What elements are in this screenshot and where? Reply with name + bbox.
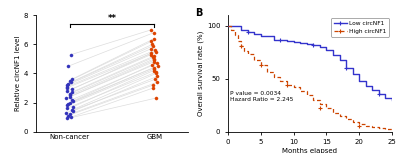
Point bbox=[68, 88, 75, 91]
Point bbox=[66, 93, 73, 95]
Point bbox=[63, 111, 70, 114]
Point bbox=[151, 37, 158, 40]
Text: B: B bbox=[195, 8, 202, 18]
Point bbox=[150, 59, 157, 62]
Point bbox=[153, 71, 160, 73]
Point bbox=[150, 69, 157, 72]
Point bbox=[63, 87, 70, 89]
Point bbox=[149, 63, 155, 66]
Point bbox=[68, 81, 74, 83]
Point bbox=[67, 94, 73, 96]
Point bbox=[154, 62, 160, 64]
Point bbox=[64, 84, 70, 86]
Point bbox=[67, 101, 74, 104]
Point bbox=[64, 85, 70, 88]
Point bbox=[65, 114, 71, 117]
Point bbox=[67, 95, 73, 98]
Point bbox=[154, 81, 161, 83]
Point bbox=[70, 100, 76, 102]
Point bbox=[154, 75, 160, 78]
Point bbox=[65, 82, 72, 85]
Point bbox=[63, 97, 70, 99]
Text: P value = 0.0034
Hazard Ratio = 2.245: P value = 0.0034 Hazard Ratio = 2.245 bbox=[230, 91, 293, 102]
Point bbox=[64, 117, 71, 120]
Point bbox=[65, 103, 72, 105]
Point bbox=[151, 68, 157, 70]
Point bbox=[66, 79, 73, 82]
Point bbox=[64, 107, 70, 110]
Point bbox=[150, 56, 156, 59]
Point bbox=[154, 65, 161, 67]
Point bbox=[150, 45, 156, 47]
Point bbox=[148, 47, 154, 50]
Point bbox=[150, 84, 156, 86]
Point bbox=[152, 50, 159, 53]
Text: **: ** bbox=[108, 14, 116, 23]
Point bbox=[151, 58, 157, 60]
Point bbox=[152, 49, 158, 51]
Point bbox=[148, 29, 154, 31]
Point bbox=[153, 72, 159, 75]
Point bbox=[69, 98, 75, 101]
Point bbox=[150, 61, 157, 63]
Point bbox=[64, 90, 71, 92]
Point bbox=[148, 53, 154, 56]
Point bbox=[69, 78, 75, 80]
Point bbox=[65, 65, 72, 67]
Point bbox=[151, 55, 157, 57]
Point bbox=[152, 78, 158, 80]
Point bbox=[68, 116, 74, 118]
Point bbox=[70, 110, 76, 112]
Point bbox=[70, 106, 76, 108]
Y-axis label: Overall survival rate (%): Overall survival rate (%) bbox=[198, 31, 204, 116]
Point bbox=[64, 104, 70, 107]
Point bbox=[152, 97, 159, 99]
Point bbox=[67, 113, 73, 115]
X-axis label: Months elapsed: Months elapsed bbox=[282, 148, 338, 153]
Point bbox=[150, 66, 157, 69]
Point bbox=[68, 53, 74, 56]
Point bbox=[69, 109, 76, 111]
Point bbox=[148, 40, 154, 43]
Legend: Low circNF1, High circNF1: Low circNF1, High circNF1 bbox=[331, 18, 389, 37]
Point bbox=[149, 43, 156, 46]
Point bbox=[68, 91, 75, 93]
Y-axis label: Relative circNF1 level: Relative circNF1 level bbox=[15, 36, 21, 111]
Point bbox=[150, 32, 157, 34]
Point bbox=[148, 52, 155, 54]
Point bbox=[150, 87, 156, 89]
